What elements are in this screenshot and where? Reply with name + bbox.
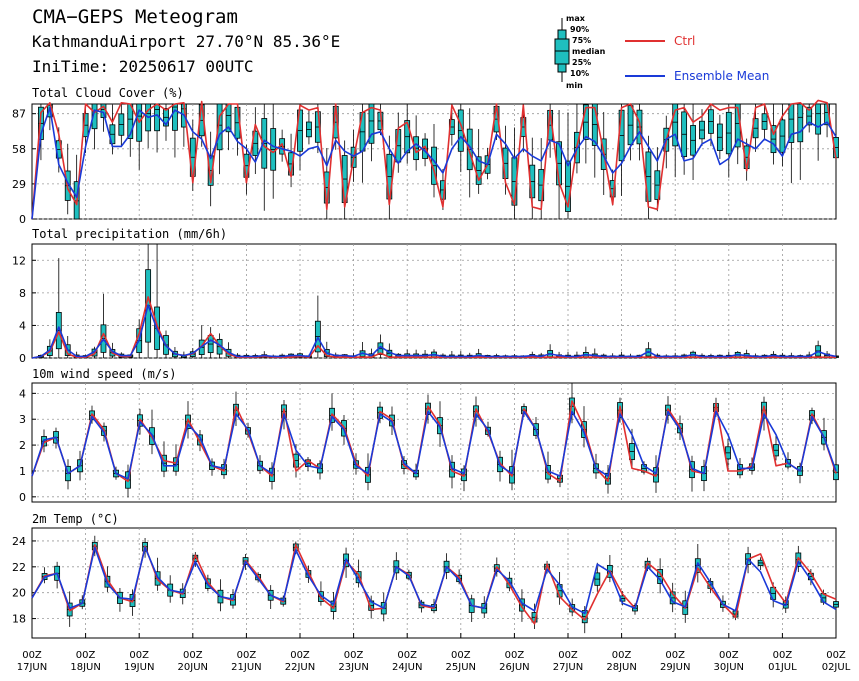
ensemble-mean-line	[31, 410, 837, 480]
y-tick-label: 12	[12, 254, 26, 267]
x-tick-label-hour: 00Z	[826, 650, 846, 661]
box	[172, 103, 178, 131]
legend-label-4: 25%	[572, 58, 591, 67]
x-tick-label-date: 02JUL	[822, 662, 851, 673]
panel-frame	[31, 382, 837, 503]
x-tick-label-date: 18JUN	[70, 662, 100, 673]
x-tick-label-date: 29JUN	[660, 662, 690, 673]
ensemble-mean-line	[31, 546, 837, 615]
page-title: CMA−GEPS Meteogram	[32, 6, 238, 28]
x-tick-label-hour: 00Z	[397, 650, 417, 661]
x-tick-label-hour: 00Z	[76, 650, 96, 661]
box	[815, 103, 822, 135]
x-tick-label-date: 21JUN	[231, 662, 261, 673]
y-tick-label: 58	[12, 143, 26, 156]
x-tick-label-hour: 00Z	[183, 650, 203, 661]
legend-label-1: 90%	[570, 25, 589, 34]
panel-0	[31, 99, 839, 220]
y-tick-label: 87	[12, 108, 26, 121]
y-tick-label: 0	[19, 352, 26, 365]
y-tick-label: 0	[19, 491, 26, 504]
ensemble-mean-line	[31, 106, 837, 220]
x-tick-label-date: 20JUN	[178, 662, 208, 673]
x-tick-label-date: 17JUN	[17, 662, 47, 673]
x-tick-label-date: 24JUN	[392, 662, 422, 673]
panel-1	[31, 243, 839, 359]
y-tick-label: 18	[12, 613, 26, 626]
box	[797, 103, 804, 143]
y-tick-label: 24	[12, 535, 26, 548]
box	[91, 103, 98, 130]
init-time: IniTime: 20250617 00UTC	[32, 57, 254, 76]
box	[368, 103, 375, 144]
y-tick-label: 2	[19, 439, 26, 452]
x-tick-label-hour: 00Z	[290, 650, 310, 661]
panel-frame	[31, 527, 837, 639]
x-tick-label-date: 22JUN	[285, 662, 315, 673]
legend-label-2: 75%	[572, 36, 591, 45]
panel-title: Total precipitation (mm/6h)	[32, 227, 227, 241]
x-tick-label-hour: 00Z	[237, 650, 257, 661]
y-tick-label: 29	[12, 178, 26, 191]
y-tick-label: 8	[19, 287, 26, 300]
x-tick-label-date: 23JUN	[338, 662, 368, 673]
panel-3	[31, 527, 839, 639]
x-tick-label-date: 25JUN	[446, 662, 476, 673]
panel-title: 2m Temp (°C)	[32, 512, 119, 526]
x-tick-label-date: 27JUN	[553, 662, 583, 673]
box	[216, 103, 223, 151]
ctrl-series-line	[31, 296, 836, 359]
y-tick-label: 0	[19, 213, 26, 226]
legend-label-5: 10%	[570, 69, 589, 78]
x-tick-label-date: 28JUN	[606, 662, 636, 673]
y-tick-label: 1	[19, 465, 26, 478]
x-tick-label-date: 26JUN	[499, 662, 529, 673]
legend-label-3: median	[572, 47, 606, 56]
legend-ctrl-label: Ctrl	[674, 34, 695, 48]
x-tick-label-hour: 00Z	[451, 650, 471, 661]
ctrl-series-line	[31, 99, 837, 220]
legend-label-0: max	[566, 14, 586, 23]
panel-title: 10m wind speed (m/s)	[32, 367, 177, 381]
x-tick-label-hour: 00Z	[665, 650, 685, 661]
x-tick-label-hour: 00Z	[719, 650, 739, 661]
legend-mean-label: Ensemble Mean	[674, 69, 769, 83]
y-tick-label: 20	[12, 587, 26, 600]
x-tick-label-hour: 00Z	[344, 650, 364, 661]
y-tick-label: 4	[19, 387, 26, 400]
x-tick-label-hour: 00Z	[129, 650, 149, 661]
x-tick-label-hour: 00Z	[22, 650, 42, 661]
panel-2	[31, 382, 839, 503]
y-tick-label: 4	[19, 319, 26, 332]
x-tick-label-date: 30JUN	[714, 662, 744, 673]
y-tick-label: 3	[19, 413, 26, 426]
y-tick-label: 22	[12, 561, 26, 574]
box	[672, 103, 679, 147]
x-tick-label-date: 19JUN	[124, 662, 154, 673]
ensemble-mean-line	[31, 304, 837, 359]
x-tick-label-hour: 00Z	[612, 650, 632, 661]
x-tick-label-hour: 00Z	[505, 650, 525, 661]
x-tick-label-hour: 00Z	[773, 650, 793, 661]
legend-label-6: min	[566, 81, 583, 90]
station-location: KathmanduAirport 27.70°N 85.36°E	[32, 32, 341, 51]
x-tick-label-hour: 00Z	[558, 650, 578, 661]
x-tick-label-date: 01JUL	[768, 662, 797, 673]
panel-frame	[31, 243, 837, 359]
legend	[554, 18, 665, 82]
panel-title: Total Cloud Cover (%)	[32, 86, 184, 100]
